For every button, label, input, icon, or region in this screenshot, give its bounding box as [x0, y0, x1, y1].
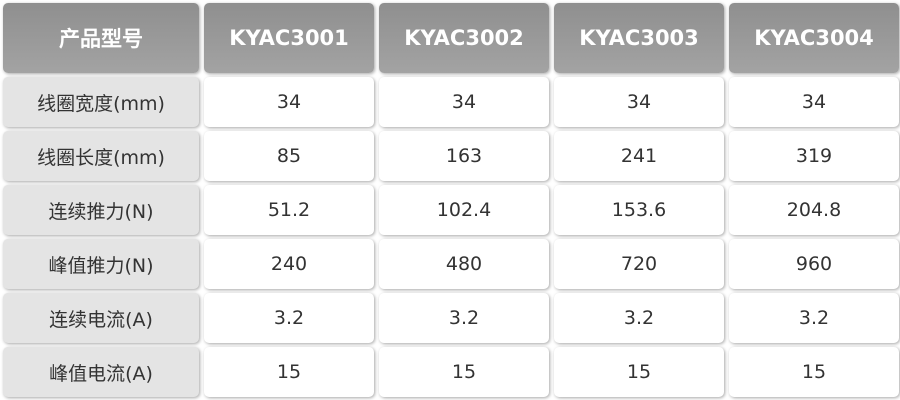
row-label: 峰值推力(N): [3, 239, 199, 289]
header-cell: 产品型号: [3, 3, 199, 73]
header-cell: KYAC3003: [554, 3, 724, 73]
header-cell: KYAC3004: [729, 3, 899, 73]
data-cell: 720: [554, 239, 724, 289]
data-cell: 240: [204, 239, 374, 289]
data-cell: 3.2: [729, 293, 899, 343]
data-cell: 34: [379, 77, 549, 127]
data-cell: 34: [729, 77, 899, 127]
data-cell: 163: [379, 131, 549, 181]
header-cell: KYAC3001: [204, 3, 374, 73]
data-cell: 34: [204, 77, 374, 127]
row-label: 连续电流(A): [3, 293, 199, 343]
data-cell: 85: [204, 131, 374, 181]
data-cell: 3.2: [554, 293, 724, 343]
data-cell: 3.2: [379, 293, 549, 343]
data-cell: 153.6: [554, 185, 724, 235]
data-cell: 51.2: [204, 185, 374, 235]
header-cell: KYAC3002: [379, 3, 549, 73]
data-cell: 34: [554, 77, 724, 127]
data-cell: 3.2: [204, 293, 374, 343]
data-cell: 241: [554, 131, 724, 181]
data-cell: 15: [554, 347, 724, 397]
row-label: 线圈长度(mm): [3, 131, 199, 181]
data-cell: 15: [204, 347, 374, 397]
data-cell: 102.4: [379, 185, 549, 235]
data-cell: 319: [729, 131, 899, 181]
row-label: 线圈宽度(mm): [3, 77, 199, 127]
data-cell: 960: [729, 239, 899, 289]
data-cell: 15: [729, 347, 899, 397]
data-cell: 204.8: [729, 185, 899, 235]
data-cell: 15: [379, 347, 549, 397]
row-label: 峰值电流(A): [3, 347, 199, 397]
data-cell: 480: [379, 239, 549, 289]
row-label: 连续推力(N): [3, 185, 199, 235]
